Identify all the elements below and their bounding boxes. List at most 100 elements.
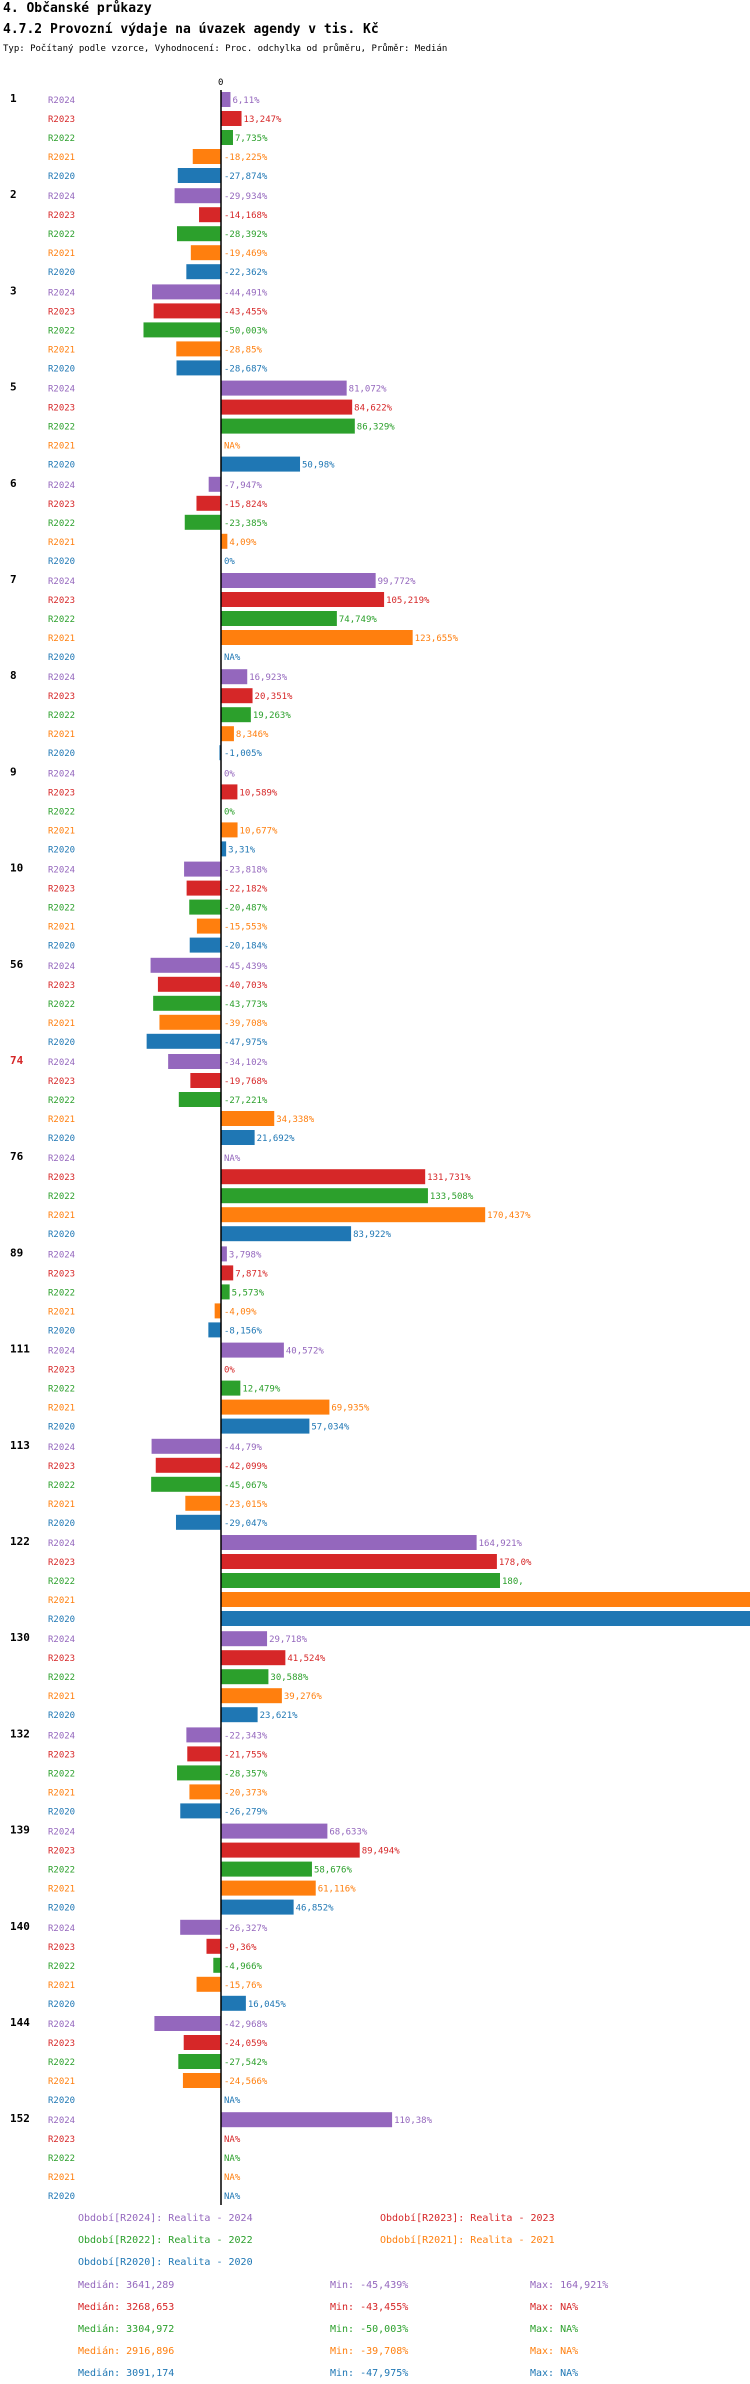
data-label: 0% xyxy=(224,1366,235,1376)
series-label: R2024 xyxy=(48,673,75,683)
bar xyxy=(184,861,221,877)
bar xyxy=(221,1418,310,1434)
bar xyxy=(221,1823,328,1839)
data-label: -45,067% xyxy=(224,1481,268,1491)
series-label: R2024 xyxy=(48,1154,75,1164)
bar xyxy=(221,1535,477,1550)
data-label: -9,36% xyxy=(224,1943,257,1953)
bar xyxy=(176,341,221,357)
bar xyxy=(178,2054,221,2069)
bar xyxy=(221,1631,268,1647)
series-label: R2020 xyxy=(48,1134,75,1144)
data-label: 0% xyxy=(224,557,235,567)
bar xyxy=(221,533,228,549)
bar xyxy=(221,1707,258,1723)
series-label: R2023 xyxy=(48,981,75,991)
series-label: R2021 xyxy=(48,1211,75,1221)
data-label: 29,718% xyxy=(269,1635,308,1645)
series-label: R2024 xyxy=(48,96,75,106)
series-label: R2023 xyxy=(48,596,75,606)
data-label: 83,922% xyxy=(353,1230,392,1240)
legend-median: Medián: 3268,653 xyxy=(78,2302,175,2313)
data-label: -50,003% xyxy=(224,326,268,336)
group-label: 122 xyxy=(10,1535,30,1548)
legend-median: Medián: 3304,972 xyxy=(78,2324,175,2335)
bar xyxy=(221,1611,750,1626)
group-label: 152 xyxy=(10,2112,30,2125)
series-label: R2022 xyxy=(48,1385,75,1395)
bar xyxy=(186,1727,221,1743)
data-label: 178,0% xyxy=(499,1558,532,1568)
data-label: -27,874% xyxy=(224,172,268,182)
data-label: 57,034% xyxy=(311,1423,350,1433)
bar xyxy=(221,592,385,607)
legend-max: Max: NA% xyxy=(530,2302,579,2313)
data-label: -4,966% xyxy=(224,1962,263,1972)
series-label: R2024 xyxy=(48,1250,75,1260)
data-label: 16,923% xyxy=(249,673,288,683)
series-label: R2024 xyxy=(48,1731,75,1741)
bar xyxy=(221,1842,360,1858)
legend-min: Min: -43,455% xyxy=(330,2302,409,2313)
bar xyxy=(221,111,242,126)
bar xyxy=(180,1803,221,1819)
series-label: R2020 xyxy=(48,1326,75,1336)
series-label: R2021 xyxy=(48,923,75,933)
bar xyxy=(180,1919,221,1935)
bar xyxy=(146,1033,221,1049)
bar xyxy=(221,1399,330,1415)
data-label: NA% xyxy=(224,2096,241,2106)
legend-median: Medián: 3091,174 xyxy=(78,2368,175,2379)
series-label: R2024 xyxy=(48,2116,75,2126)
bar xyxy=(192,149,221,164)
data-label: -21,755% xyxy=(224,1750,268,1760)
data-label: 40,572% xyxy=(286,1347,325,1357)
series-label: R2023 xyxy=(48,500,75,510)
group-label: 130 xyxy=(10,1631,30,1644)
series-label: R2022 xyxy=(48,423,75,433)
bar xyxy=(189,937,221,953)
series-label: R2022 xyxy=(48,230,75,240)
series-label: R2022 xyxy=(48,615,75,625)
data-label: -24,566% xyxy=(224,2077,268,2087)
series-label: R2020 xyxy=(48,1615,75,1625)
series-label: R2023 xyxy=(48,211,75,221)
bar xyxy=(221,784,238,800)
bar xyxy=(185,1495,221,1511)
data-label: -44,491% xyxy=(224,288,268,298)
series-label: R2020 xyxy=(48,653,75,663)
bar xyxy=(168,1054,221,1069)
bar xyxy=(153,303,221,319)
data-label: 41,524% xyxy=(287,1654,326,1664)
data-label: 105,219% xyxy=(386,596,430,606)
bar xyxy=(186,880,221,896)
series-label: R2024 xyxy=(48,1635,75,1645)
series-label: R2020 xyxy=(48,1038,75,1048)
data-label: -20,487% xyxy=(224,904,268,914)
group-label: 5 xyxy=(10,381,17,394)
legend-entry: Období[R2023]: Realita - 2023 xyxy=(380,2213,555,2224)
bar xyxy=(221,707,251,723)
series-label: R2021 xyxy=(48,1500,75,1510)
series-label: R2021 xyxy=(48,1019,75,1029)
group-label: 56 xyxy=(10,958,24,971)
bar xyxy=(214,1303,221,1319)
legend-entry: Období[R2021]: Realita - 2021 xyxy=(380,2235,555,2246)
legend-min: Min: -39,708% xyxy=(330,2346,409,2357)
data-label: -18,225% xyxy=(224,153,268,163)
series-label: R2024 xyxy=(48,1347,75,1357)
group-label: 111 xyxy=(10,1343,30,1356)
series-label: R2024 xyxy=(48,385,75,395)
bar xyxy=(221,1226,352,1242)
group-label: 140 xyxy=(10,1920,30,1933)
data-label: -26,279% xyxy=(224,1807,268,1817)
data-label: -14,168% xyxy=(224,211,268,221)
legend-min: Min: -45,439% xyxy=(330,2280,409,2291)
series-label: R2024 xyxy=(48,288,75,298)
data-label: -42,099% xyxy=(224,1462,268,1472)
legend-max: Max: NA% xyxy=(530,2368,579,2379)
bar xyxy=(152,284,221,300)
bar xyxy=(183,2035,221,2050)
series-label: R2023 xyxy=(48,2135,75,2145)
series-label: R2023 xyxy=(48,404,75,414)
